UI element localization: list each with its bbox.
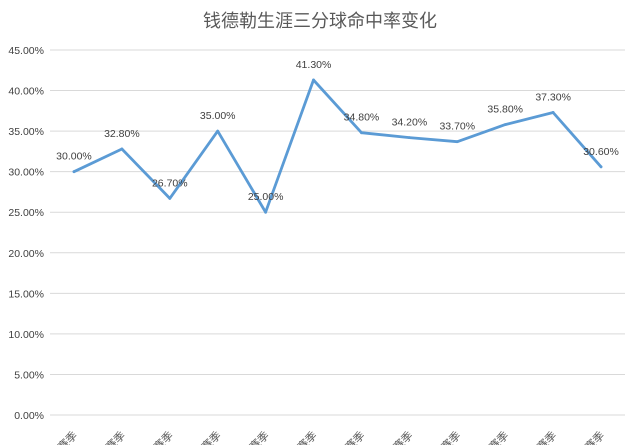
data-point bbox=[599, 165, 603, 169]
y-tick-label: 10.00% bbox=[8, 329, 44, 341]
data-labels: 30.00% 32.80% 26.70% 35.00% 25.00% 41.30% 34.8… bbox=[56, 59, 619, 203]
data-label: 34.80% bbox=[344, 112, 380, 124]
y-tick-label: 25.00% bbox=[8, 207, 44, 219]
data-label: 33.70% bbox=[439, 121, 475, 133]
x-tick-label: 赛季 bbox=[246, 428, 271, 445]
y-tick-label: 40.00% bbox=[8, 86, 44, 98]
data-point bbox=[216, 129, 220, 133]
x-tick-label: 赛季 bbox=[55, 428, 80, 445]
data-point bbox=[312, 78, 315, 82]
y-tick-label: 30.00% bbox=[8, 167, 44, 179]
y-tick-label: 45.00% bbox=[8, 45, 44, 57]
x-axis-ticks: 赛季 赛季 赛季 赛季 赛季 赛季 赛季 赛季 赛季 赛季 赛季 赛季 bbox=[55, 428, 608, 445]
x-tick-label: 赛季 bbox=[390, 428, 415, 445]
data-point bbox=[120, 147, 124, 151]
data-label: 41.30% bbox=[296, 59, 332, 71]
y-tick-label: 20.00% bbox=[8, 248, 44, 260]
data-point bbox=[72, 170, 76, 174]
data-point bbox=[168, 197, 172, 200]
y-tick-label: 5.00% bbox=[14, 369, 44, 381]
y-tick-label: 15.00% bbox=[8, 288, 44, 300]
data-point bbox=[455, 140, 459, 144]
gridlines bbox=[50, 49, 625, 416]
data-point bbox=[360, 131, 363, 135]
series-line bbox=[72, 78, 603, 214]
x-tick-label: 赛季 bbox=[534, 428, 559, 445]
series-line-layer bbox=[72, 78, 603, 214]
data-label: 26.70% bbox=[152, 177, 188, 189]
x-tick-label: 赛季 bbox=[150, 428, 175, 445]
x-tick-label: 赛季 bbox=[582, 428, 607, 445]
data-label: 35.80% bbox=[487, 104, 523, 116]
chart-title: 钱德勒生涯三分球命中率变化 bbox=[203, 11, 437, 32]
x-tick-label: 赛季 bbox=[438, 428, 463, 445]
data-point bbox=[551, 111, 555, 114]
data-point bbox=[407, 136, 411, 140]
x-tick-label: 赛季 bbox=[198, 428, 223, 445]
data-label: 35.00% bbox=[200, 110, 236, 122]
data-label: 37.30% bbox=[535, 91, 571, 103]
data-point bbox=[503, 123, 507, 127]
x-tick-label: 赛季 bbox=[103, 428, 128, 445]
data-label: 32.80% bbox=[104, 128, 140, 140]
data-point bbox=[264, 210, 268, 214]
data-label: 34.20% bbox=[392, 117, 428, 129]
y-tick-label: 35.00% bbox=[8, 126, 44, 138]
x-tick-label: 赛季 bbox=[486, 428, 511, 445]
x-tick-label: 赛季 bbox=[294, 428, 319, 445]
data-label: 30.60% bbox=[583, 146, 619, 158]
y-axis-ticks: 0.00% 5.00% 10.00% 15.00% 20.00% 25.00% 30.00%… bbox=[8, 45, 44, 422]
data-label: 25.00% bbox=[248, 191, 284, 203]
y-tick-label: 0.00% bbox=[14, 410, 44, 422]
x-tick-label: 赛季 bbox=[342, 428, 367, 445]
data-label: 30.00% bbox=[56, 151, 92, 163]
